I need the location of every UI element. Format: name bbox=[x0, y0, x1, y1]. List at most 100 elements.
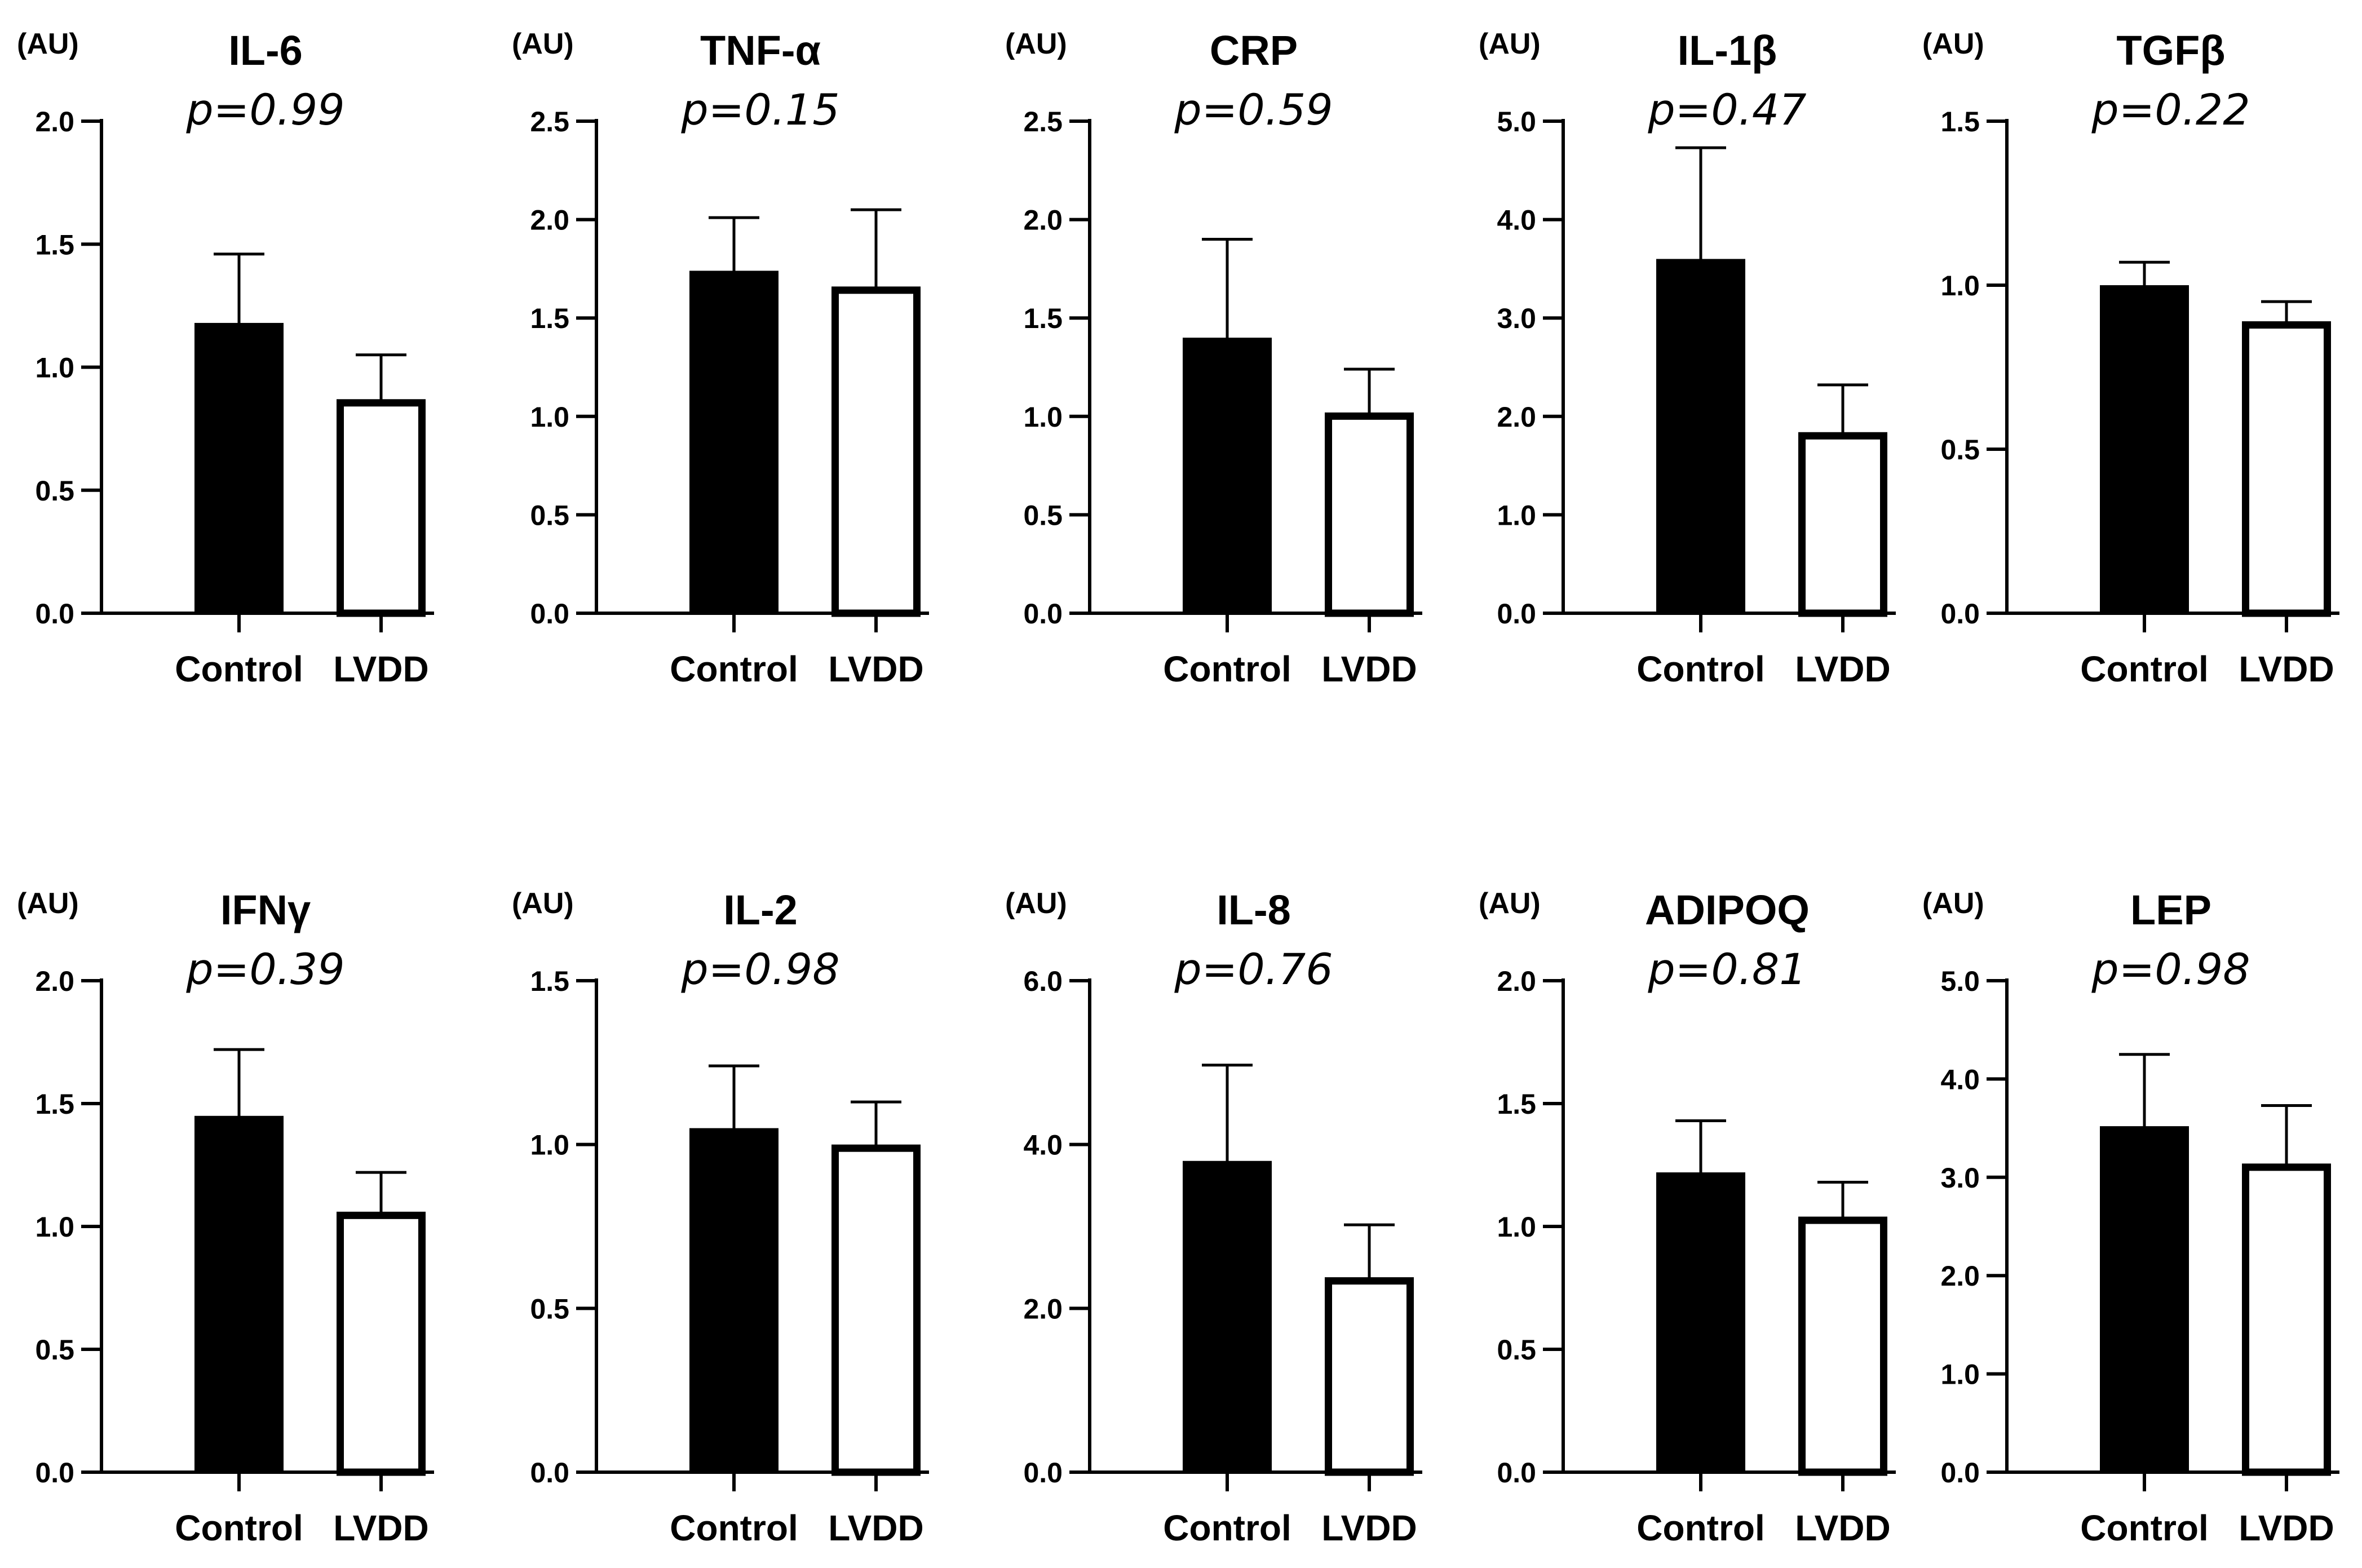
y-tick-label: 1.0 bbox=[1023, 401, 1063, 433]
y-tick-label: 0.5 bbox=[1940, 434, 1980, 466]
x-tick-label: LVDD bbox=[1321, 1508, 1417, 1548]
y-tick-label: 6.0 bbox=[1023, 965, 1063, 997]
y-tick-label: 0.0 bbox=[530, 1457, 569, 1489]
y-tick-label: 4.0 bbox=[1023, 1130, 1063, 1161]
y-tick-label: 3.0 bbox=[1497, 303, 1536, 334]
bar-control bbox=[2100, 1126, 2189, 1472]
x-tick-label: LVDD bbox=[1795, 649, 1890, 689]
panel-il-2: 0.0 0.5 1.0 1.5 (AU) IL-2 p=0.98 Control LVDD bbox=[512, 887, 929, 1548]
y-tick-label: 1.5 bbox=[1023, 303, 1063, 334]
panel-title: TGFβ bbox=[2116, 27, 2225, 74]
unit-label: (AU) bbox=[17, 28, 79, 60]
panel-title: IL-6 bbox=[228, 27, 303, 74]
x-tick-label: Control bbox=[2080, 649, 2209, 689]
p-value-annotation: p=0.22 bbox=[2091, 85, 2250, 135]
panel-title: IL-8 bbox=[1217, 887, 1291, 933]
y-tick-label: 2.0 bbox=[1023, 205, 1063, 236]
bar-control bbox=[689, 1128, 779, 1472]
x-tick-label: LVDD bbox=[1795, 1508, 1890, 1548]
y-tick-label: 0.0 bbox=[35, 598, 74, 630]
bar-lvdd bbox=[337, 399, 426, 617]
bar-control bbox=[194, 322, 284, 613]
x-tick-label: Control bbox=[1163, 649, 1291, 689]
y-tick-label: 0.5 bbox=[530, 1293, 569, 1325]
p-value-annotation: p=0.98 bbox=[2091, 944, 2250, 994]
x-tick-label: LVDD bbox=[2239, 1508, 2334, 1548]
y-tick-label: 0.5 bbox=[1023, 499, 1063, 531]
y-tick-label: 2.5 bbox=[530, 106, 569, 138]
panel-il-6: 0.0 0.5 1.0 1.5 2.0 (AU) IL-6 p=0.99 Control LVDD bbox=[17, 27, 434, 689]
p-value-annotation: p=0.39 bbox=[185, 944, 344, 994]
y-tick-label: 3.0 bbox=[1940, 1162, 1980, 1194]
y-tick-label: 1.5 bbox=[35, 229, 74, 260]
y-tick-label: 0.5 bbox=[1497, 1334, 1536, 1366]
bar-lvdd bbox=[831, 286, 921, 617]
x-tick-label: Control bbox=[2080, 1508, 2209, 1548]
unit-label: (AU) bbox=[1479, 887, 1541, 920]
unit-label: (AU) bbox=[1922, 28, 1984, 60]
unit-label: (AU) bbox=[1005, 28, 1067, 60]
y-tick-label: 0.5 bbox=[35, 475, 74, 507]
x-tick-label: LVDD bbox=[1321, 649, 1417, 689]
y-tick-label: 1.0 bbox=[530, 401, 569, 433]
p-value-annotation: p=0.76 bbox=[1174, 944, 1333, 994]
bar-lvdd bbox=[2242, 1163, 2331, 1476]
panel-ifn-: 0.0 0.5 1.0 1.5 2.0 (AU) IFNγ p=0.39 Control LVDD bbox=[17, 887, 434, 1548]
unit-label: (AU) bbox=[1005, 887, 1067, 920]
bar-lvdd bbox=[2242, 321, 2331, 617]
panel-title: IL-1β bbox=[1678, 27, 1777, 74]
x-tick-label: Control bbox=[175, 1508, 303, 1548]
y-tick-label: 1.5 bbox=[1497, 1088, 1536, 1120]
p-value-annotation: p=0.81 bbox=[1647, 944, 1806, 994]
unit-label: (AU) bbox=[1479, 28, 1541, 60]
panel-title: ADIPOQ bbox=[1645, 887, 1810, 933]
y-tick-label: 1.0 bbox=[530, 1130, 569, 1161]
x-tick-label: Control bbox=[670, 1508, 798, 1548]
p-value-annotation: p=0.59 bbox=[1174, 85, 1333, 135]
panel-il-8: 0.0 2.0 4.0 6.0 (AU) IL-8 p=0.76 Control LVDD bbox=[1005, 887, 1422, 1548]
y-tick-label: 2.0 bbox=[35, 106, 74, 138]
bar-lvdd bbox=[1798, 1216, 1887, 1476]
y-tick-label: 0.0 bbox=[530, 598, 569, 630]
panel-adipoq: 0.0 0.5 1.0 1.5 2.0 (AU) ADIPOQ p=0.81 Control LV… bbox=[1479, 887, 1896, 1548]
y-tick-label: 0.0 bbox=[1940, 598, 1980, 630]
y-tick-label: 2.0 bbox=[1497, 401, 1536, 433]
x-tick-label: LVDD bbox=[828, 1508, 923, 1548]
panel-title: TNF-α bbox=[700, 27, 821, 74]
y-tick-label: 2.0 bbox=[530, 205, 569, 236]
y-tick-label: 0.0 bbox=[1023, 598, 1063, 630]
y-tick-label: 5.0 bbox=[1497, 106, 1536, 138]
p-value-annotation: p=0.47 bbox=[1647, 85, 1806, 135]
y-tick-label: 0.0 bbox=[1497, 598, 1536, 630]
y-tick-label: 4.0 bbox=[1497, 205, 1536, 236]
panel-title: IFNγ bbox=[220, 887, 311, 933]
p-value-annotation: p=0.99 bbox=[185, 85, 344, 135]
bar-lvdd bbox=[831, 1144, 921, 1476]
unit-label: (AU) bbox=[512, 887, 574, 920]
y-tick-label: 2.0 bbox=[1023, 1293, 1063, 1325]
x-tick-label: LVDD bbox=[828, 649, 923, 689]
panel-title: LEP bbox=[2130, 887, 2211, 933]
x-tick-label: Control bbox=[1636, 649, 1765, 689]
y-tick-label: 0.0 bbox=[1497, 1457, 1536, 1489]
x-tick-label: LVDD bbox=[333, 1508, 428, 1548]
y-tick-label: 0.5 bbox=[530, 499, 569, 531]
bar-lvdd bbox=[337, 1211, 426, 1476]
y-tick-label: 1.5 bbox=[530, 965, 569, 997]
y-tick-label: 5.0 bbox=[1940, 965, 1980, 997]
y-tick-label: 1.0 bbox=[1940, 270, 1980, 302]
p-value-annotation: p=0.98 bbox=[680, 944, 839, 994]
unit-label: (AU) bbox=[512, 28, 574, 60]
unit-label: (AU) bbox=[17, 887, 79, 920]
y-tick-label: 0.0 bbox=[1940, 1457, 1980, 1489]
y-tick-label: 0.0 bbox=[35, 1457, 74, 1489]
y-tick-label: 2.5 bbox=[1023, 106, 1063, 138]
x-tick-label: LVDD bbox=[333, 649, 428, 689]
panel-lep: 0.0 1.0 2.0 3.0 4.0 5.0 (AU) LEP p=0.98 Control LV… bbox=[1922, 887, 2339, 1548]
panel-tgf-: 0.0 0.5 1.0 1.5 (AU) TGFβ p=0.22 Control LVDD bbox=[1922, 27, 2339, 689]
x-tick-label: LVDD bbox=[2239, 649, 2334, 689]
y-tick-label: 2.0 bbox=[35, 965, 74, 997]
y-tick-label: 1.0 bbox=[1940, 1359, 1980, 1390]
x-tick-label: Control bbox=[175, 649, 303, 689]
bar-control bbox=[1656, 259, 1745, 613]
